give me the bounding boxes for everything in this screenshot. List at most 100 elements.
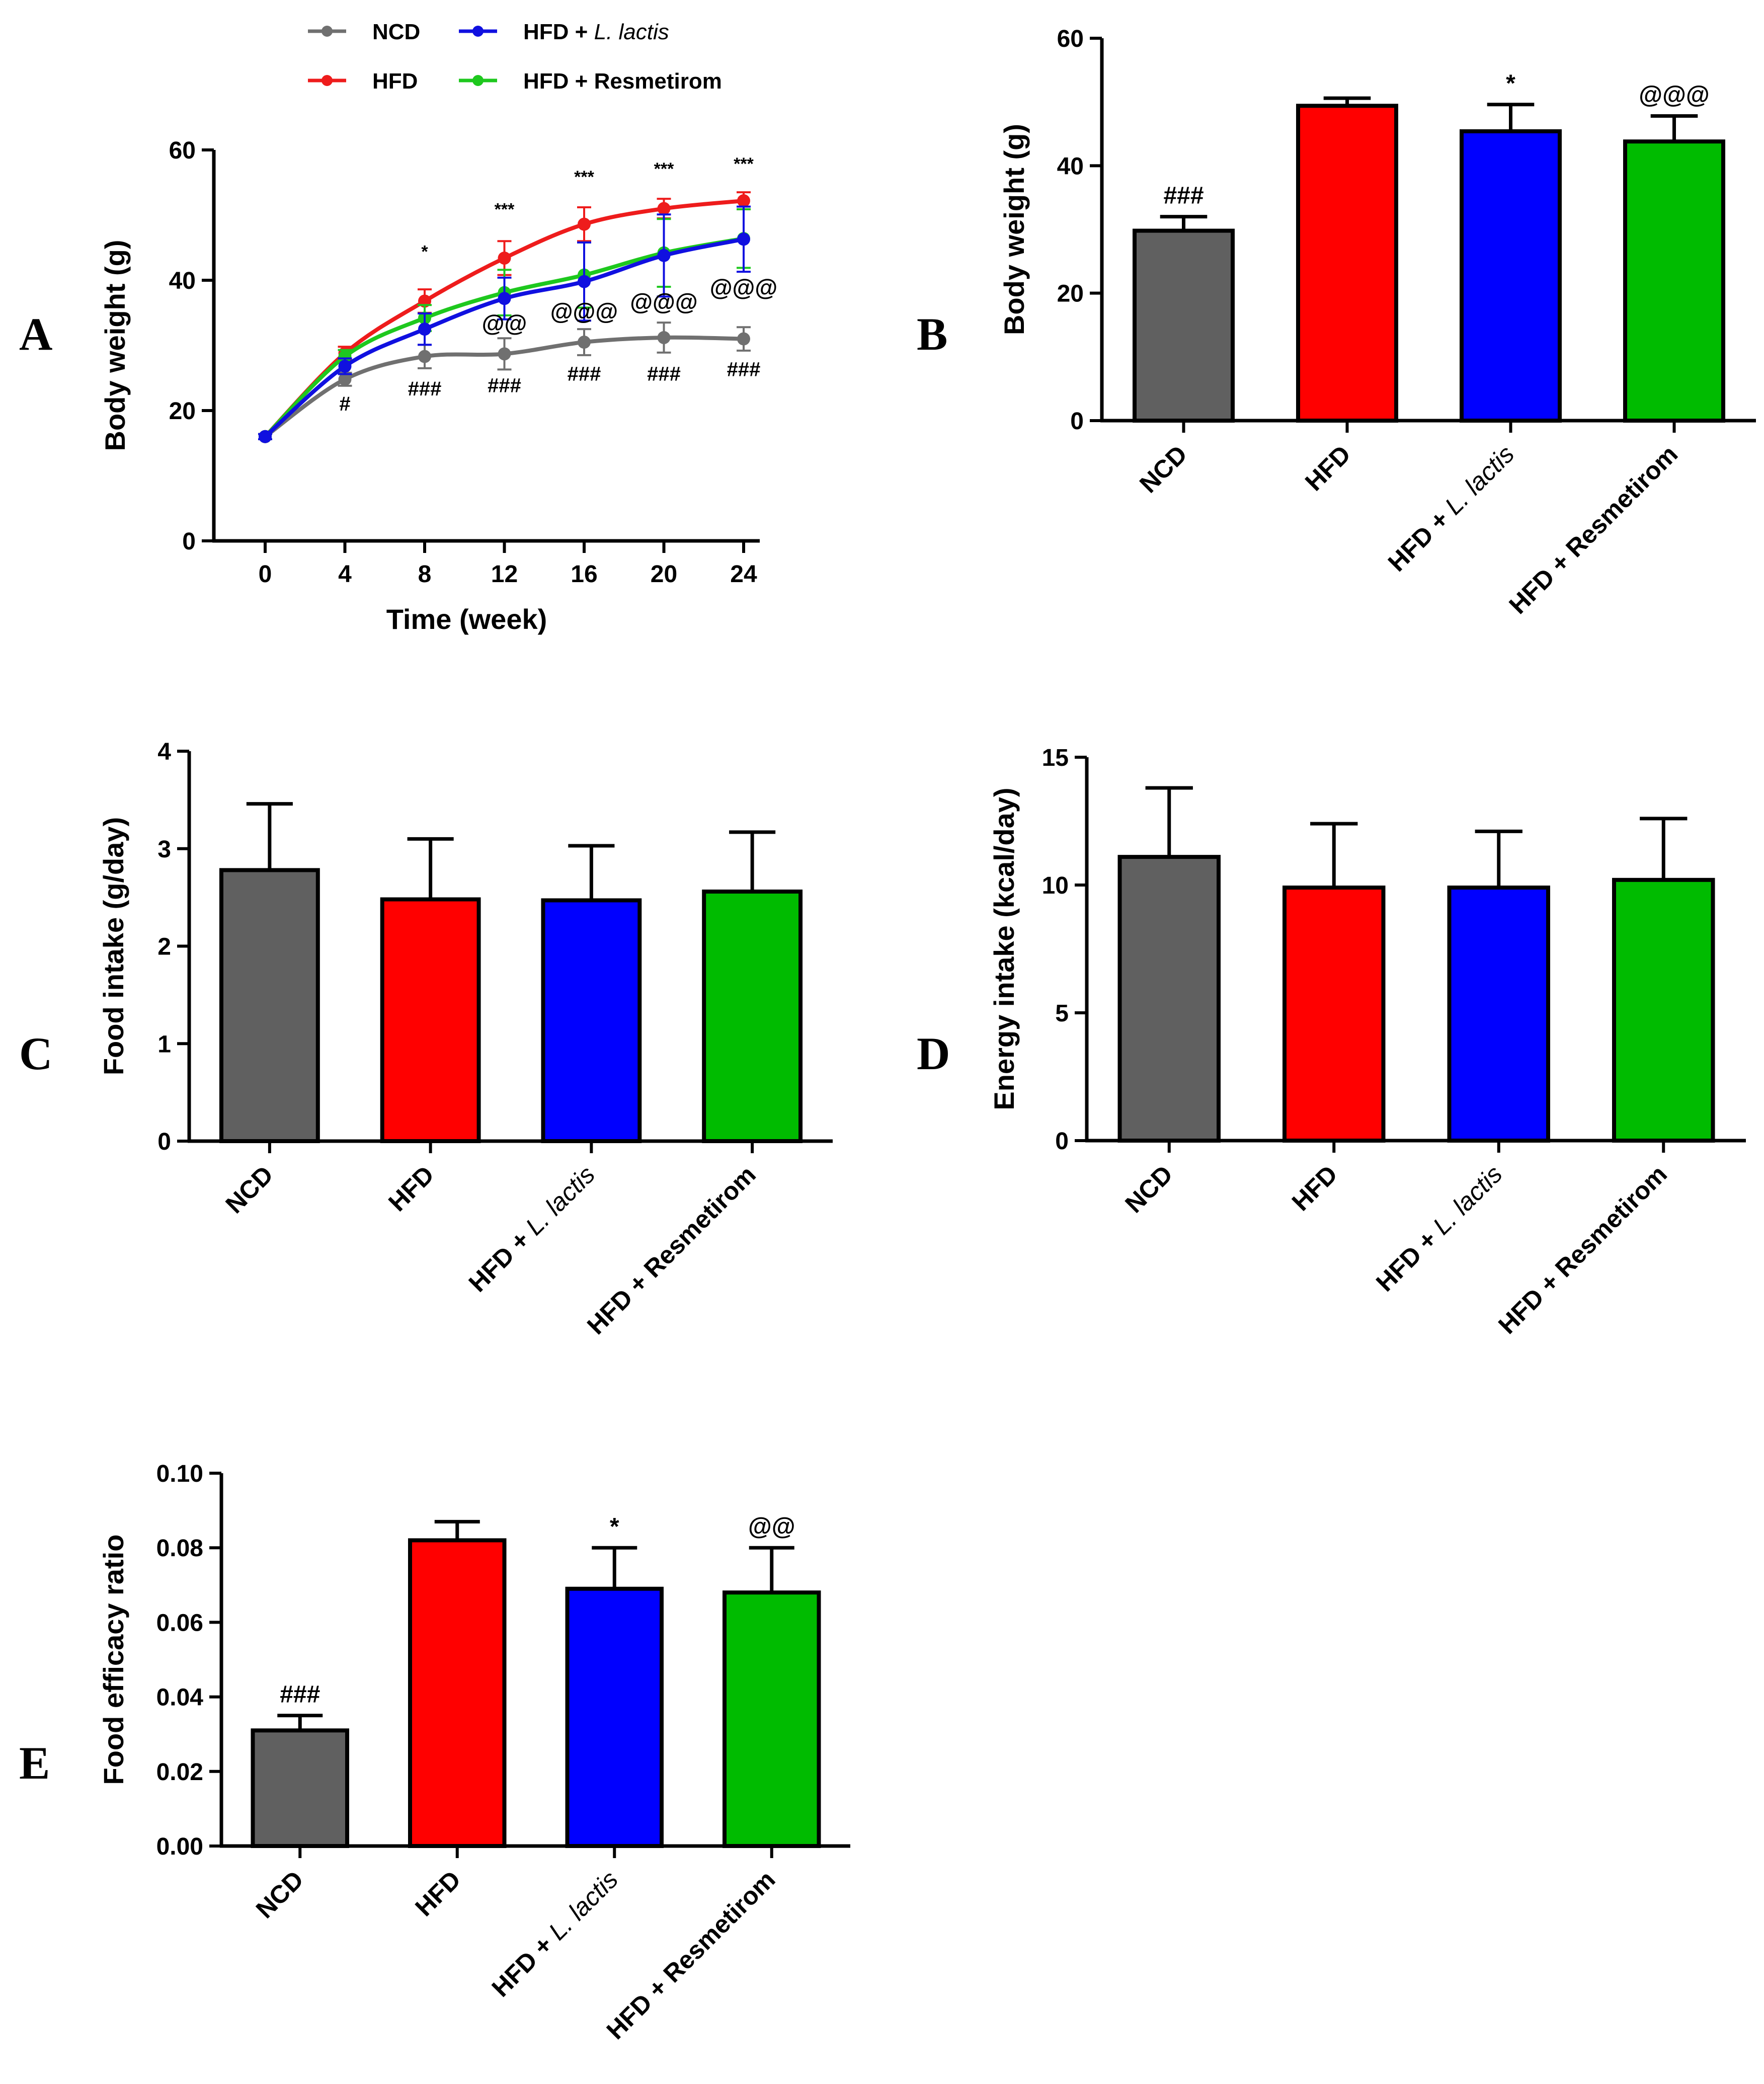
bar-group: [1612, 817, 1715, 1143]
y-tick-label: 10: [1042, 872, 1069, 899]
significance-mark: *: [610, 1513, 619, 1540]
y-tick-label: 0.04: [156, 1685, 204, 1711]
label-italic: L. lactis: [594, 20, 669, 44]
significance-mark: ***: [734, 154, 754, 174]
significance-mark: ***: [495, 200, 515, 219]
x-tick-label: 24: [730, 561, 757, 588]
bar: [408, 1538, 507, 1848]
data-point: [737, 232, 750, 246]
y-tick-label: 60: [1057, 26, 1084, 52]
panel-e: E Food efficacy ratio 0.00 0.02 0.04 0.06 0.08…: [19, 1461, 850, 2045]
y-tick-label: 2: [157, 934, 171, 960]
bar-group: *: [565, 1513, 664, 1848]
category-label: HFD + Resmetirom: [582, 1160, 761, 1340]
data-point: [657, 249, 671, 262]
bar-group: ###: [251, 1681, 349, 1849]
label-pre: HFD + Resmetirom: [1493, 1160, 1672, 1339]
bar-group: ###: [1133, 183, 1235, 423]
significance-mark: ###: [408, 378, 442, 400]
y-tick-label: 0.10: [156, 1461, 203, 1487]
legend-label: NCD: [372, 20, 420, 44]
panel-c: C Food intake (g/day) 0 1 2 3 4 NCD HFD HFD + L. …: [19, 739, 833, 1340]
bar: [251, 1728, 349, 1849]
label-pre: NCD: [220, 1160, 278, 1219]
data-point: [657, 331, 671, 344]
panel-d: D Energy intake (kcal/day) 0 5 10 15 NCD HFD HFD…: [917, 745, 1746, 1339]
y-tick-label: 15: [1042, 745, 1069, 771]
panel-letter: B: [917, 308, 947, 360]
label-italic: L. lactis: [543, 1865, 623, 1945]
x-tick-label: 12: [491, 561, 518, 588]
legend: NCD HFD + L. lactis HFD HFD + Resmetirom: [308, 20, 722, 94]
category-label: HFD + Resmetirom: [1493, 1160, 1672, 1339]
bar-group: [1282, 822, 1386, 1143]
label-pre: HFD + Resmetirom: [523, 69, 722, 94]
category-label: HFD + L. lactis: [487, 1865, 623, 2002]
data-point: [259, 430, 272, 443]
bar-group: [1296, 96, 1398, 423]
legend-label: HFD + Resmetirom: [523, 69, 722, 94]
label-pre: HFD + Resmetirom: [601, 1865, 781, 2045]
label-pre: HFD: [372, 69, 418, 94]
significance-mark: *: [421, 243, 428, 262]
x-tick-label: 4: [338, 561, 352, 588]
label-pre: HFD: [1287, 1160, 1343, 1216]
bar-group: [408, 1519, 507, 1848]
significance-mark: #: [339, 393, 350, 415]
significance-mark: @@@: [1639, 82, 1709, 109]
panel-letter: D: [917, 1028, 950, 1079]
x-tick-label: 20: [651, 561, 677, 588]
y-axis-title: Body weight (g): [998, 124, 1030, 335]
y-axis-title: Body weight (g): [99, 240, 131, 451]
y-tick-label: 0: [157, 1129, 171, 1155]
y-tick-label: 0: [1055, 1128, 1069, 1155]
y-tick-label: 0.06: [156, 1610, 203, 1636]
significance-mark: @@@: [630, 288, 698, 314]
data-point: [498, 292, 511, 305]
bar: [1447, 886, 1550, 1143]
y-tick-label: 40: [169, 268, 196, 294]
legend-label: HFD: [372, 69, 418, 94]
data-point: [338, 372, 352, 386]
bar: [219, 868, 320, 1143]
bar-group: [380, 837, 481, 1143]
legend-marker: [322, 75, 333, 86]
label-pre: HFD + Resmetirom: [582, 1160, 761, 1340]
y-axis-title: Food intake (g/day): [98, 817, 129, 1075]
category-label: HFD: [1287, 1160, 1343, 1216]
significance-mark: ###: [1163, 183, 1204, 209]
data-point: [737, 194, 750, 208]
bar: [702, 890, 803, 1143]
panel-b: B Body weight (g) 0 20 40 60 ### NCD HFD * HFD + L…: [917, 26, 1756, 619]
significance-mark: ###: [280, 1681, 320, 1708]
label-pre: NCD: [251, 1865, 309, 1923]
label-pre: NCD: [1119, 1160, 1178, 1218]
label-pre: HFD +: [487, 1926, 564, 2002]
label-pre: HFD: [1300, 440, 1356, 496]
data-point: [338, 359, 352, 373]
data-point: [338, 350, 352, 363]
y-tick-label: 3: [157, 836, 171, 863]
significance-mark: @@: [482, 310, 527, 336]
label-italic: L. lactis: [1427, 1160, 1507, 1240]
bar-group: [219, 802, 320, 1143]
label-italic: L. lactis: [520, 1160, 600, 1240]
panel-letter: E: [19, 1737, 50, 1789]
y-tick-label: 0.00: [156, 1833, 203, 1860]
significance-mark: ###: [568, 363, 601, 385]
significance-mark: @@@: [710, 274, 778, 300]
significance-mark: ***: [574, 168, 594, 187]
label-pre: HFD + Resmetirom: [1503, 440, 1683, 619]
bar: [1133, 228, 1235, 423]
data-point: [418, 350, 431, 363]
bar: [1612, 877, 1715, 1143]
label-pre: HFD: [383, 1160, 439, 1217]
data-point: [657, 202, 671, 215]
data-point: [578, 217, 591, 231]
significance-mark: @@@: [550, 298, 618, 325]
category-label: HFD + L. lactis: [1371, 1160, 1507, 1297]
category-label: HFD + L. lactis: [463, 1160, 600, 1297]
bar-group: [1117, 786, 1221, 1143]
label-pre: HFD +: [1371, 1220, 1448, 1297]
